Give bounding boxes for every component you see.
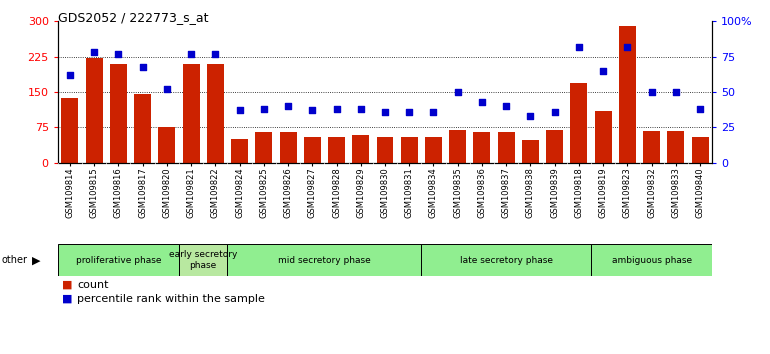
Point [524, 113, 537, 119]
Text: ambiguous phase: ambiguous phase [611, 256, 691, 265]
Text: ■: ■ [62, 294, 72, 304]
Text: other: other [2, 255, 28, 265]
Point [427, 109, 440, 115]
Bar [134, 95, 151, 163]
Point [451, 89, 464, 95]
Bar [207, 64, 224, 163]
Point [330, 106, 343, 112]
Text: proliferative phase: proliferative phase [75, 256, 161, 265]
Bar [62, 98, 79, 163]
Bar [159, 127, 176, 163]
Point [548, 109, 561, 115]
Bar [425, 137, 442, 163]
Point [670, 89, 682, 95]
Text: GDS2052 / 222773_s_at: GDS2052 / 222773_s_at [58, 11, 208, 24]
Bar [691, 137, 708, 163]
Text: ▶: ▶ [32, 255, 41, 265]
Bar [227, 244, 421, 276]
Bar [179, 244, 227, 276]
Text: ■: ■ [62, 280, 72, 290]
Bar [400, 137, 417, 163]
Text: percentile rank within the sample: percentile rank within the sample [77, 294, 265, 304]
Text: late secretory phase: late secretory phase [460, 256, 553, 265]
Bar [594, 111, 611, 163]
Bar [474, 132, 490, 163]
Point [403, 109, 415, 115]
Point [500, 103, 512, 109]
Point [209, 51, 222, 57]
Bar [256, 132, 273, 163]
Bar [571, 82, 588, 163]
Point [112, 51, 125, 57]
Point [645, 89, 658, 95]
Point [355, 106, 367, 112]
Bar [591, 244, 712, 276]
Bar [497, 132, 514, 163]
Bar [58, 244, 179, 276]
Bar [182, 64, 199, 163]
Bar [377, 137, 393, 163]
Point [597, 68, 609, 74]
Bar [546, 130, 563, 163]
Text: early secretory
phase: early secretory phase [169, 251, 237, 270]
Bar [353, 135, 370, 163]
Text: mid secretory phase: mid secretory phase [278, 256, 371, 265]
Bar [85, 58, 102, 163]
Point [258, 106, 270, 112]
Bar [280, 132, 296, 163]
Point [573, 44, 585, 50]
Point [88, 50, 100, 55]
Point [233, 108, 246, 113]
Bar [449, 130, 466, 163]
Point [306, 108, 319, 113]
Point [64, 72, 76, 78]
Bar [668, 131, 685, 163]
Bar [110, 64, 127, 163]
Bar [522, 140, 539, 163]
Bar [231, 139, 248, 163]
Point [185, 51, 197, 57]
Point [282, 103, 294, 109]
Bar [421, 244, 591, 276]
Text: count: count [77, 280, 109, 290]
Bar [328, 137, 345, 163]
Bar [619, 26, 636, 163]
Point [621, 44, 634, 50]
Bar [643, 131, 660, 163]
Point [694, 106, 706, 112]
Bar [304, 137, 321, 163]
Point [379, 109, 391, 115]
Point [476, 99, 488, 105]
Point [136, 64, 149, 69]
Point [161, 86, 173, 92]
